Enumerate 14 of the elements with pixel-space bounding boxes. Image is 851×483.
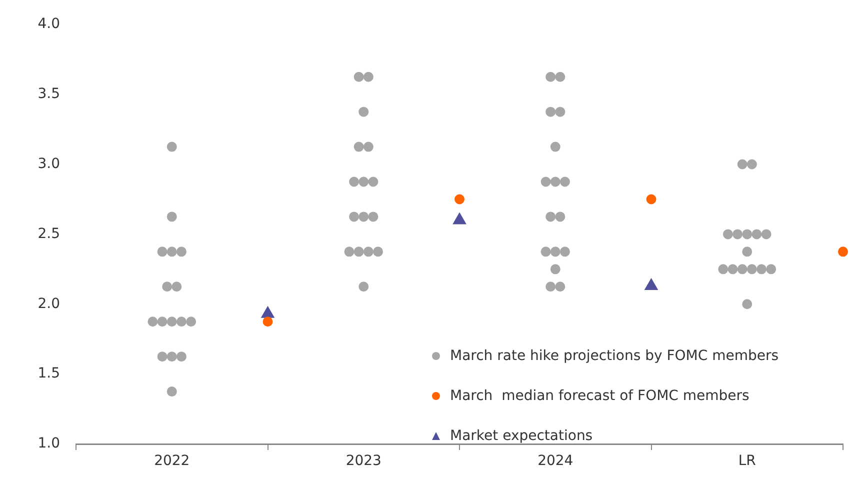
x-tick-label: 2022 bbox=[154, 453, 190, 470]
y-tick-label: 1.5 bbox=[38, 366, 60, 382]
y-tick-label: 3.5 bbox=[38, 86, 60, 102]
x-tick-label: 2023 bbox=[346, 453, 382, 470]
legend-label: Market expectations bbox=[450, 428, 593, 444]
legend-label: March median forecast of FOMC members bbox=[450, 388, 750, 404]
y-tick-label: 2.5 bbox=[38, 226, 60, 242]
y-tick-label: 4.0 bbox=[38, 16, 60, 32]
x-tick-label: LR bbox=[738, 453, 756, 470]
y-tick-label: 3.0 bbox=[38, 156, 60, 172]
y-tick-label: 1.0 bbox=[38, 436, 60, 452]
legend-label: March rate hike projections by FOMC members bbox=[450, 348, 779, 364]
x-tick-label: 2024 bbox=[538, 453, 574, 470]
y-tick-label: 2.0 bbox=[38, 296, 60, 312]
